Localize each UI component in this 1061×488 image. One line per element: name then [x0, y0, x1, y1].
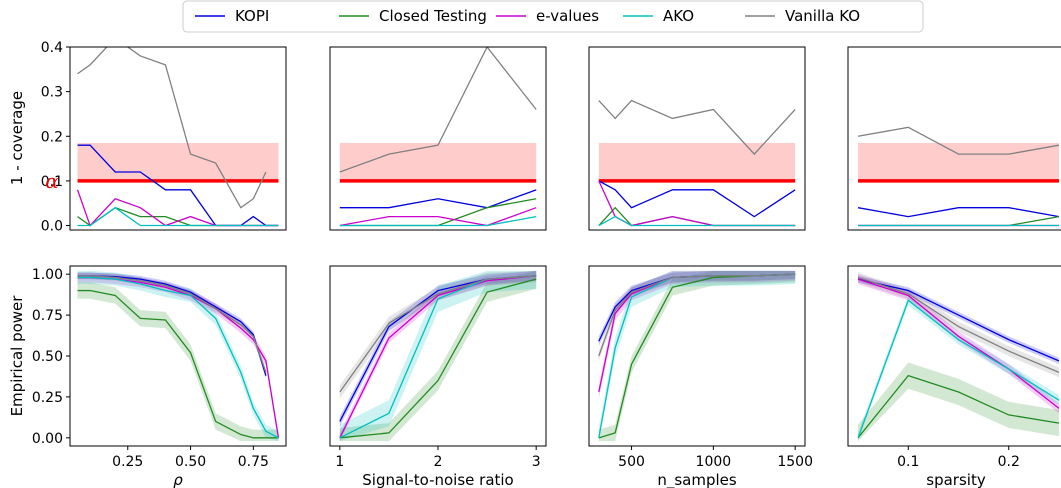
- ytick-label: 0.25: [32, 390, 63, 406]
- axes-frame: [847, 46, 1061, 231]
- ci-band: [858, 274, 1059, 414]
- panel-cov-n: [588, 46, 806, 231]
- alpha-band: [339, 142, 537, 181]
- xtick-label: 1000: [696, 454, 732, 470]
- alpha-symbol: α: [45, 169, 59, 193]
- xtick-label: 0.2: [998, 454, 1020, 470]
- plot-area: [857, 272, 1060, 442]
- panels: 0.00.10.20.30.4α0.000.250.500.751.000.25…: [32, 40, 1061, 488]
- ci-band: [339, 270, 537, 399]
- series-line: [77, 289, 279, 439]
- plot-area: [77, 270, 280, 442]
- ci-band: [77, 282, 279, 442]
- legend-frame: [182, 0, 924, 33]
- xlabel: n_samples: [657, 471, 737, 488]
- axes-frame: [69, 46, 287, 231]
- alpha-band: [858, 142, 1059, 181]
- axes-frame: [847, 265, 1061, 447]
- legend-entry: KOPI: [235, 7, 269, 25]
- series-line: [858, 215, 1060, 227]
- ytick-label: 0.0: [41, 219, 63, 235]
- ylabel-coverage: 1 - coverage: [8, 91, 26, 185]
- xtick-label: 1: [335, 454, 344, 470]
- ytick-label: 0.4: [41, 40, 63, 56]
- panel-pow-snr: 1 2 3 Signal-to-noise ratio: [329, 265, 547, 488]
- axes-frame: [588, 46, 806, 231]
- xtick-label: 0.25: [112, 454, 143, 470]
- series-line: [598, 180, 796, 218]
- plot-area: [76, 47, 279, 227]
- panel-cov-snr: [329, 46, 547, 231]
- axes-frame: [588, 265, 806, 447]
- panel-pow-sparsity: 0.1 0.2 sparsity: [847, 265, 1061, 488]
- panel-cov-sparsity: [847, 46, 1061, 231]
- plot-area: [339, 270, 537, 442]
- plot-area: [598, 270, 796, 442]
- ci-band: [339, 270, 537, 442]
- legend-entry: AKO: [663, 7, 694, 25]
- series-line: [77, 206, 279, 227]
- ci-band: [858, 275, 1059, 365]
- ci-band: [339, 270, 537, 442]
- ci-band: [77, 270, 279, 442]
- series-line: [77, 275, 267, 373]
- alpha-band: [77, 142, 279, 181]
- alpha-band: [598, 142, 796, 181]
- xtick-label: 0.50: [175, 454, 206, 470]
- legend-entry: Closed Testing: [379, 7, 487, 25]
- legend: KOPI Closed Testing e-values AKO Vanilla KO: [182, 0, 924, 33]
- panel-pow-n: 500 1000 1500 n_samples: [588, 265, 813, 488]
- ci-band: [598, 270, 796, 442]
- axes-frame: [329, 46, 547, 231]
- xtick-label: 0.75: [238, 454, 269, 470]
- panel-pow-rho: 0.00 0.25 0.50 0.75 1.00 0.25 0.50 0.75 ρ: [32, 265, 287, 488]
- ci-band: [339, 270, 537, 442]
- ci-band: [339, 270, 537, 427]
- xtick-label: 3: [532, 454, 541, 470]
- xlabel: sparsity: [926, 471, 986, 488]
- series-line: [77, 206, 279, 227]
- ytick-label: 0.2: [41, 129, 63, 145]
- legend-entry: Vanilla KO: [785, 7, 860, 25]
- xtick-label: 500: [618, 454, 645, 470]
- ytick-label: 0.75: [32, 308, 63, 324]
- xlabel: Signal-to-noise ratio: [362, 471, 514, 488]
- plot-area: [339, 47, 537, 227]
- ytick-label: 0.00: [32, 431, 63, 447]
- xlabel: ρ: [173, 471, 183, 488]
- ytick-label: 0.50: [32, 349, 63, 365]
- ytick-label: 0.1: [41, 174, 63, 190]
- xtick-label: 2: [434, 454, 443, 470]
- panel-cov-rho: 0.0 0.1 0.2 0.3 0.4 α: [41, 40, 287, 235]
- series-line: [598, 206, 796, 227]
- ytick-label: 1.00: [32, 267, 63, 283]
- ylabel-power: Empirical power: [8, 295, 26, 417]
- legend-entry: e-values: [536, 7, 599, 25]
- ytick-label: 0.3: [41, 85, 63, 101]
- series-line: [77, 47, 267, 209]
- xtick-label: 1500: [777, 454, 813, 470]
- xtick-label: 0.1: [897, 454, 919, 470]
- plot-area: [598, 99, 796, 227]
- series-line: [857, 207, 1060, 218]
- ci-band: [858, 362, 1059, 442]
- plot-area: [857, 126, 1060, 227]
